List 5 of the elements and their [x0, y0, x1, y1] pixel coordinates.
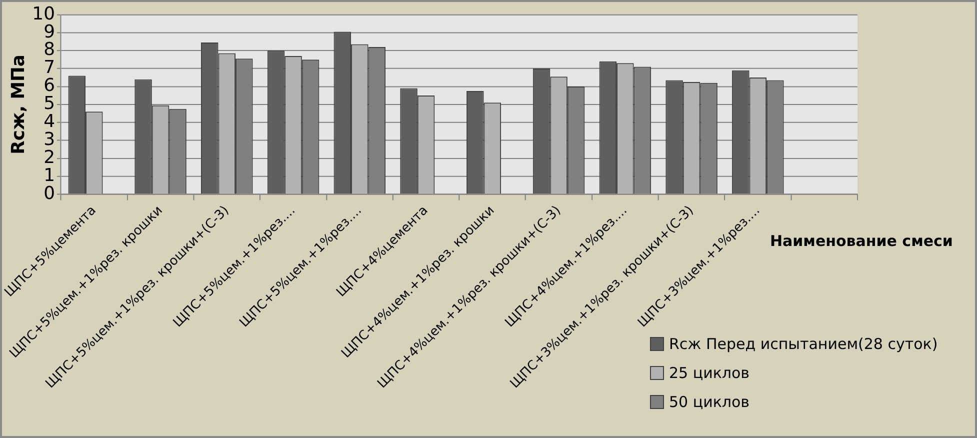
y-axis-title: Rсж, МПа [8, 54, 30, 154]
legend-label: 25 циклов [669, 364, 750, 382]
x-axis-title: Наименование смеси [770, 232, 953, 250]
legend-label: Rсж Перед испытанием(28 суток) [669, 334, 938, 352]
legend-label: 50 циклов [669, 392, 750, 410]
